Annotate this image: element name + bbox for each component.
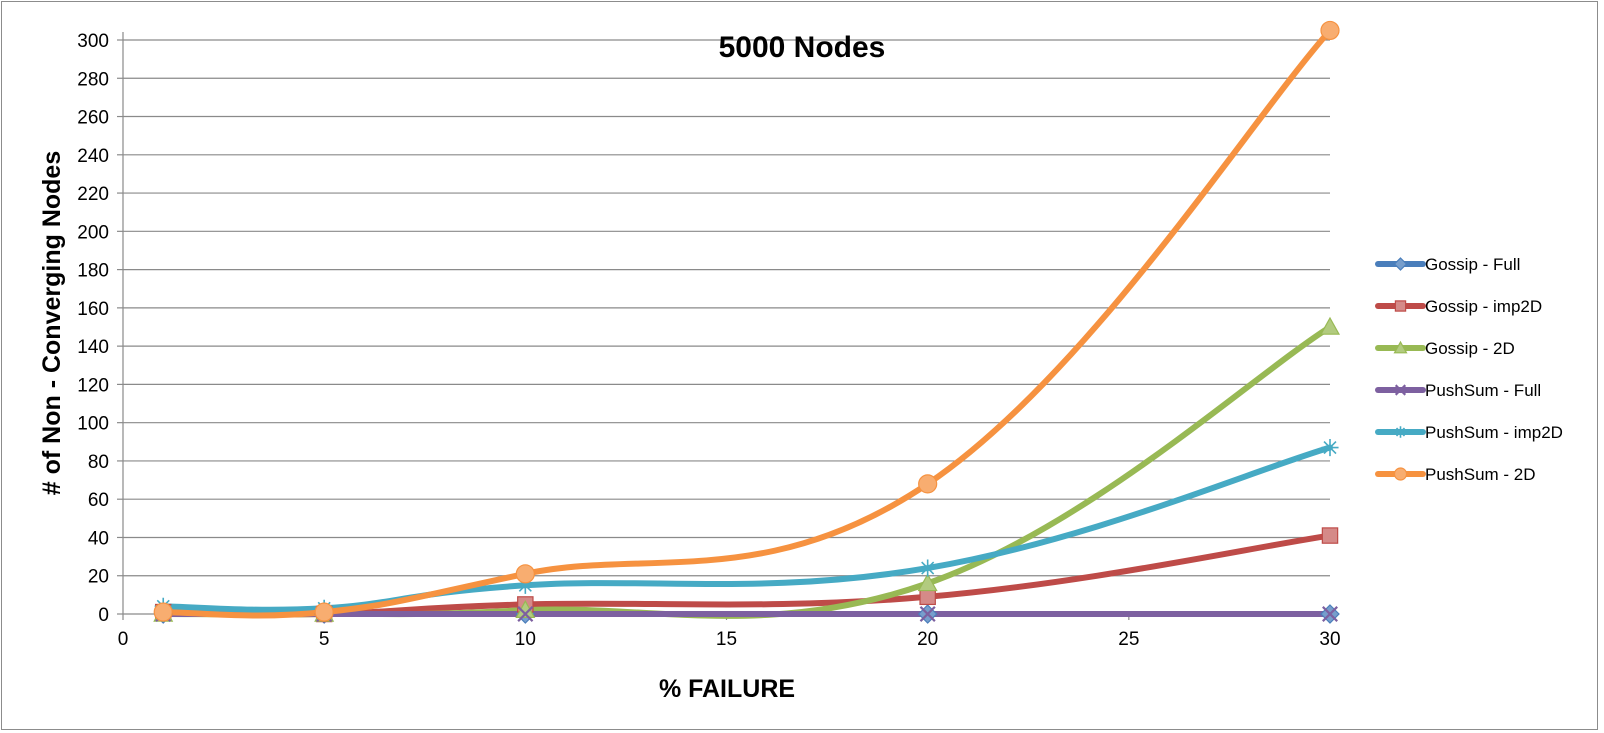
- point-pushsum-imp2d-x30: [1321, 438, 1339, 457]
- legend-marker-gossip-imp2d: [1394, 300, 1407, 312]
- y-tick-label-220: 220: [77, 184, 109, 205]
- y-tick-label-0: 0: [98, 605, 109, 626]
- y-tick-label-300: 300: [77, 31, 109, 52]
- y-tick-label-100: 100: [77, 414, 109, 435]
- point-pushsum-imp2d-x20: [919, 559, 937, 577]
- x-tick-label-30: 30: [1319, 629, 1340, 650]
- x-tick-label-15: 15: [716, 629, 737, 650]
- point-pushsum-2d-x20: [918, 474, 938, 494]
- y-tick-label-80: 80: [88, 452, 109, 473]
- series-lines: [160, 27, 1333, 619]
- point-pushsum-2d-x5: [314, 602, 334, 622]
- y-tick-label-260: 260: [77, 108, 109, 129]
- point-pushsum-full-x10: [517, 606, 534, 622]
- gridlines: [123, 39, 1330, 577]
- x-tick-label-10: 10: [515, 629, 536, 650]
- y-tick-label-200: 200: [77, 222, 109, 243]
- y-tick-label-180: 180: [77, 261, 109, 282]
- series-line-pushsum-2d: [160, 27, 1333, 619]
- x-axis-title: % FAILURE: [659, 675, 795, 703]
- legend-label-pushsum-2d: PushSum - 2D: [1425, 465, 1536, 484]
- y-tick-label-240: 240: [77, 146, 109, 167]
- point-gossip-2d-x30: [1319, 316, 1341, 335]
- point-pushsum-2d-x1: [153, 602, 173, 622]
- legend-label-pushsum-imp2d: PushSum - imp2D: [1425, 423, 1563, 442]
- legend-marker-gossip-2d: [1393, 340, 1408, 354]
- x-tick-label-20: 20: [917, 629, 938, 650]
- y-tick-label-40: 40: [88, 528, 109, 549]
- legend-marker-pushsum-full: [1394, 384, 1407, 396]
- series-line-pushsum-imp2d: [160, 444, 1333, 613]
- x-tick-label-5: 5: [319, 629, 330, 650]
- series-line-gossip-2d: [160, 324, 1333, 619]
- data-markers: [153, 20, 1341, 624]
- series-line-gossip-imp2d: [160, 532, 1333, 618]
- point-pushsum-2d-x30: [1320, 20, 1340, 41]
- point-pushsum-imp2d-x10: [516, 576, 534, 594]
- legend: Gossip - Full Gossip - imp2D Gossip - 2D Pu…: [1375, 255, 1563, 484]
- y-tick-label-280: 280: [77, 69, 109, 90]
- y-tick-label-160: 160: [77, 299, 109, 320]
- legend-label-pushsum-full: PushSum - Full: [1425, 381, 1541, 400]
- y-axis-title: # of Non - Converging Nodes: [38, 151, 66, 495]
- x-tick-label-0: 0: [118, 629, 129, 650]
- point-pushsum-full-x20: [919, 606, 936, 622]
- legend-marker-pushsum-2d: [1393, 467, 1408, 481]
- legend-label-gossip-full: Gossip - Full: [1425, 255, 1520, 274]
- y-tick-label-60: 60: [88, 490, 109, 511]
- y-tick-label-20: 20: [88, 567, 109, 588]
- legend-label-gossip-2d: Gossip - 2D: [1425, 339, 1515, 358]
- legend-label-gossip-imp2d: Gossip - imp2D: [1425, 297, 1542, 316]
- point-gossip-imp2d-x20: [919, 588, 936, 606]
- legend-marker-pushsum-imp2d: [1394, 426, 1407, 438]
- point-pushsum-full-x30: [1322, 606, 1338, 622]
- legend-marker-gossip-full: [1393, 257, 1408, 271]
- chart-title: 5000 Nodes: [719, 31, 886, 64]
- x-tick-label-25: 25: [1118, 629, 1139, 650]
- axes: 0204060801001201401601802002202402602803…: [77, 31, 1340, 650]
- point-pushsum-2d-x10: [515, 564, 535, 584]
- point-gossip-imp2d-x30: [1321, 527, 1339, 544]
- y-tick-label-140: 140: [77, 337, 109, 358]
- y-tick-label-120: 120: [77, 375, 109, 396]
- point-gossip-2d-x20: [917, 573, 938, 592]
